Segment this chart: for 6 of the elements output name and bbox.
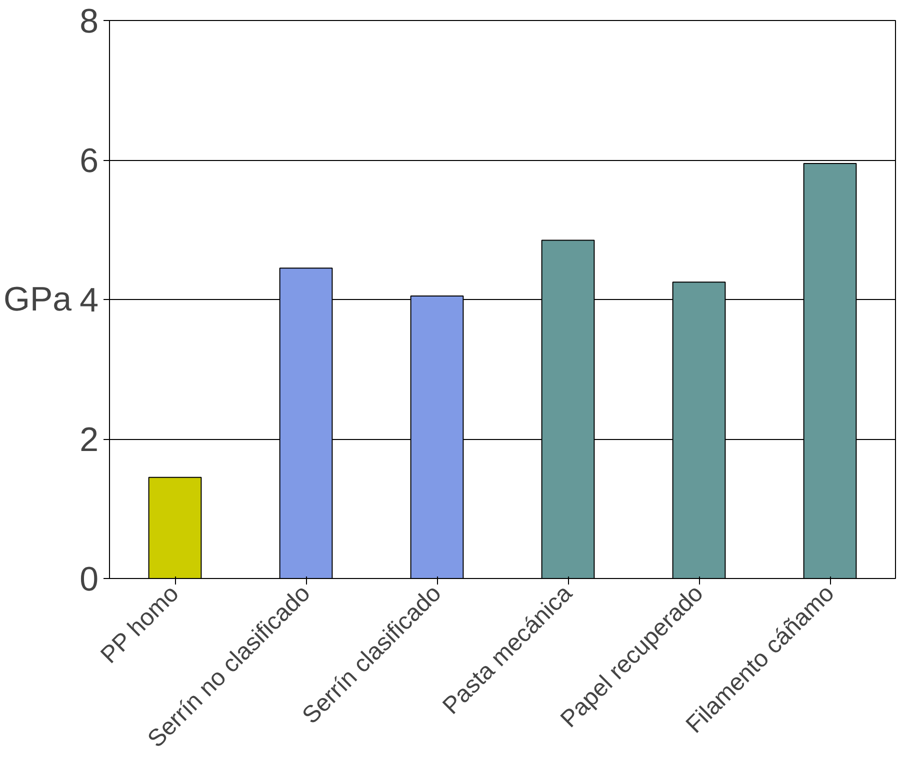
y-tick-label: 8 (80, 2, 99, 40)
y-tick-label: 6 (80, 142, 99, 180)
y-tick-label: 2 (80, 421, 99, 459)
y-tick-label: 4 (80, 282, 99, 320)
y-tick-label: 0 (80, 560, 99, 598)
y-axis-title: GPa (4, 280, 72, 318)
